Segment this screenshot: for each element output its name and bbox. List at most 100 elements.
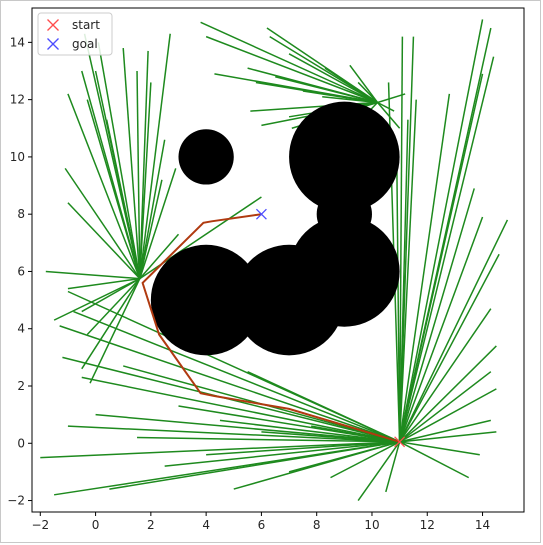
tree-edge [164,441,400,467]
tree-edge [398,188,475,443]
x-tick-label: 6 [258,518,266,532]
tree-edge [40,441,400,459]
x-tick-label: 10 [364,518,379,532]
tree-edge [288,441,400,473]
legend-start-marker-stroke-b [47,19,59,31]
tree-edge [377,101,395,112]
tree-edge [377,93,406,104]
y-tick-label: 12 [10,93,25,107]
plot-area [40,19,509,501]
tree-edge [399,345,497,443]
tree-edge [139,50,149,279]
tree-edge [139,233,180,280]
tree-edge [59,325,400,443]
tree-edge [399,419,492,443]
tree-edge [45,270,140,280]
x-tick-label: 12 [420,518,435,532]
y-tick-label: 0 [17,436,25,450]
tree-edge [205,35,378,104]
start-marker-stroke-b [394,436,406,448]
tree-edge [398,99,417,442]
tree-edge [357,81,379,104]
legend-start-label: start [72,18,100,32]
tree-edge [398,216,484,443]
tree-edge [206,441,400,456]
y-tick-label: 10 [10,150,25,164]
tree-edge [311,425,400,443]
planned-path [141,213,400,443]
tree-edge [139,33,171,279]
goal-marker-stroke-b [255,208,267,220]
x-tick-label: 14 [475,518,490,532]
y-tick-label: 14 [10,35,25,49]
tree-edge [398,93,451,442]
legend-goal-marker-stroke-b [47,38,59,50]
y-tick-label: 8 [17,207,25,221]
tree-edge [398,308,492,443]
tree-edge [139,179,163,279]
x-tick-label: 0 [92,518,100,532]
tree-edge [376,102,401,129]
tree-edge [398,19,484,442]
tree-edge [398,27,492,443]
legend-box [37,12,113,56]
legend-goal-label: goal [72,37,98,51]
start-marker [394,436,406,448]
tree-edge [396,165,401,442]
tree-edge [398,253,500,443]
obstacle-circle [178,129,234,185]
tree-edge [139,82,152,279]
tree-edge [398,119,409,442]
y-tick-label: −2 [7,494,25,508]
tree-edge [139,139,166,279]
tree-edge [67,93,141,279]
tree-edge [53,277,141,321]
tree-edge [86,278,141,335]
tree-edge [398,36,404,442]
x-tick-label: 2 [147,518,155,532]
tree-edge [136,70,141,279]
tree-edge [89,278,141,384]
tree-edge [95,413,400,443]
tree-edge [398,56,495,443]
tree-edge [399,371,492,443]
tree-edge [399,431,497,443]
y-tick-label: 6 [17,264,25,278]
tree-edge [109,441,400,490]
tree-edge [399,441,480,456]
tree-edge [122,48,141,279]
tree-edge [349,64,379,103]
y-tick-label: 4 [17,322,25,336]
goal-marker [255,208,267,220]
tree-edge [330,441,400,479]
tree-edge [81,70,141,279]
tree-edge [67,425,400,443]
x-tick-label: 4 [202,518,210,532]
tree-edge [269,35,378,104]
tree-edge [357,441,401,501]
tree-edge [399,441,470,479]
tree-edge [94,70,141,279]
tree-edge [255,81,378,104]
tree-edge [261,431,400,443]
tree-edge [247,371,400,443]
axes-box [31,7,525,513]
tree-edge [81,376,400,443]
legend-goal-marker [47,38,59,50]
tree-edge [139,168,177,279]
x-tick-label: −2 [31,518,49,532]
tree-edge [97,42,141,279]
tree-edge [137,436,400,443]
tree-edge [81,277,141,313]
legend: start goal [37,12,113,56]
tree-edge [385,441,401,493]
tree-edge [288,53,378,104]
tree-edge [275,76,378,104]
tree-edge [219,419,400,443]
y-tick-label: 2 [17,379,25,393]
x-tick-label: 8 [313,518,321,532]
obstacle-circle [233,244,345,356]
obstacle-circle [150,244,262,356]
